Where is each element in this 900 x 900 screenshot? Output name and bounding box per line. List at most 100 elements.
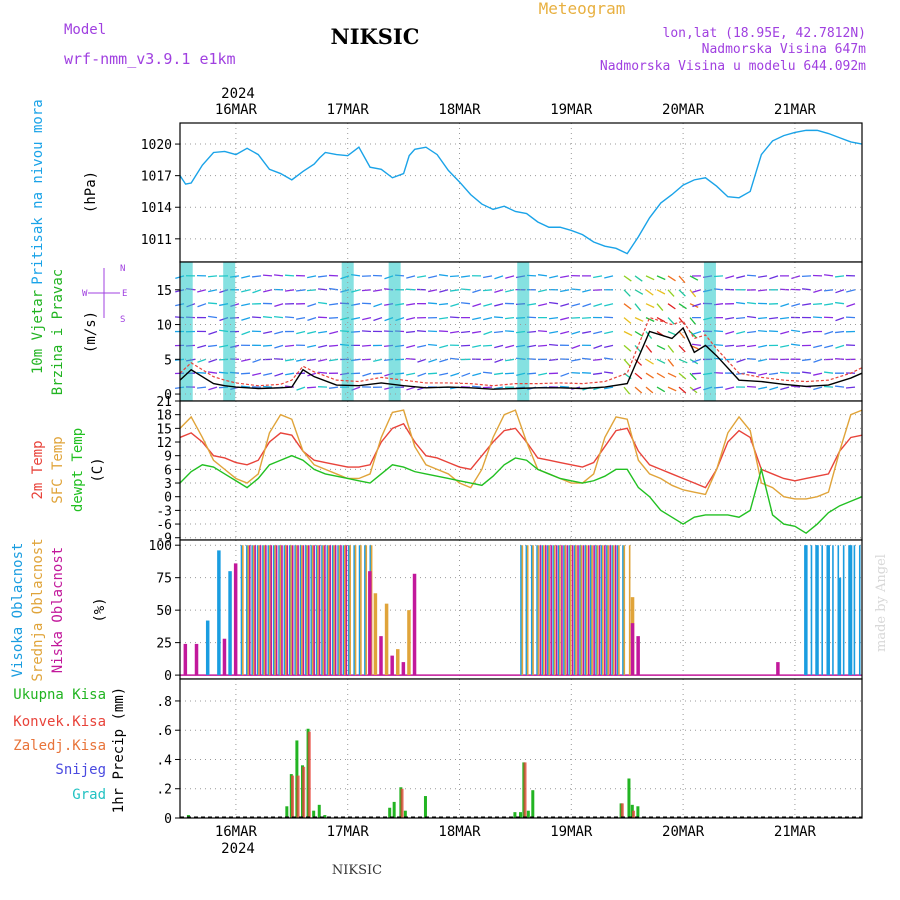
wind-arrow [482, 386, 493, 389]
wind-arrow [623, 386, 631, 395]
wind-arrow [725, 386, 735, 390]
wind-arrow [483, 330, 493, 336]
wind-arrow [361, 289, 372, 292]
wind-arrow [207, 302, 218, 305]
wind-arrow [779, 371, 790, 374]
meteogram-title: Meteogram [539, 0, 626, 18]
wind-arrow [296, 358, 306, 362]
wind-arrow [835, 289, 845, 294]
compass-west: W [82, 289, 88, 299]
wind-calm-band [341, 262, 354, 401]
wind-arrow [623, 275, 632, 282]
wind-arrow [262, 385, 273, 388]
temp-ylabel-2m: 2m Temp [30, 440, 46, 499]
wind-arrow [307, 275, 317, 279]
wind-arrow [505, 344, 515, 349]
wind-arrow [790, 385, 801, 388]
wind-arrow [207, 371, 218, 374]
wind-arrow [823, 289, 834, 292]
wind-arrow [691, 343, 702, 347]
wind-arrow [678, 358, 688, 364]
wind-arrow [296, 316, 306, 320]
wind-arrow [307, 303, 317, 308]
wind-arrow [241, 358, 251, 362]
wind-arrow [548, 301, 559, 305]
wind-arrow [780, 344, 790, 348]
wind-arrow [667, 303, 676, 310]
wind-arrow [791, 303, 801, 307]
wind-arrow [417, 275, 427, 279]
wind-arrow [645, 372, 654, 379]
wind-arrow [834, 301, 845, 305]
y-tick-label: 50 [156, 604, 172, 619]
wind-arrow [207, 344, 218, 348]
wind-arrow [483, 275, 493, 279]
wind-arrow [196, 371, 207, 374]
wind-arrow [406, 303, 416, 306]
model-name: wrf-nmm_v3.9.1 e1km [64, 50, 236, 68]
wind-arrow [758, 344, 768, 348]
precip-bar [317, 804, 321, 818]
wind-arrow [504, 316, 515, 320]
wind-arrow [560, 330, 570, 335]
wind-arrow [241, 330, 251, 336]
date-tick-label: 16MAR [215, 102, 258, 118]
wind-arrow [678, 386, 687, 394]
wind-arrow [252, 358, 262, 363]
y-tick-label: .2 [156, 783, 172, 798]
series-line [179, 422, 863, 489]
wind-arrow [560, 316, 570, 321]
wind-arrow [634, 317, 644, 322]
wind-arrow [725, 316, 735, 320]
wind-arrow [790, 329, 801, 333]
wind-arrow [274, 344, 284, 349]
wind-arrow [582, 289, 592, 293]
wind-arrow [285, 372, 295, 376]
wind-arrow [790, 343, 801, 347]
date-axis-top: 16MAR 17MAR 18MAR 19MAR 20MAR 21MAR [215, 102, 817, 118]
wind-arrow [746, 315, 757, 319]
wind-arrow [758, 372, 768, 376]
wind-arrow [196, 386, 207, 389]
wind-arrow [241, 303, 251, 307]
wind-arrow [251, 275, 262, 278]
precip-bar [312, 810, 316, 818]
wind-arrow [538, 303, 548, 307]
wind-arrow [362, 316, 372, 321]
wind-arrow [461, 372, 471, 377]
series-line [179, 129, 863, 255]
y-tick-label: -9 [156, 532, 172, 547]
wind-arrow [769, 275, 779, 280]
wind-arrow [746, 371, 757, 374]
wind-arrow [207, 275, 218, 278]
wind-arrow [482, 371, 493, 374]
wind-arrow [427, 302, 438, 305]
wind-arrow [604, 344, 614, 348]
wind-arrow [746, 330, 757, 334]
wind-arrow [427, 372, 438, 375]
y-tick-label: 15 [156, 284, 172, 299]
wind-arrow [449, 316, 460, 319]
wind-arrow [559, 385, 570, 388]
wind-arrow [678, 331, 686, 339]
wind-arrow [801, 358, 812, 362]
wind-arrow [593, 344, 603, 349]
y-tick-label: 9 [164, 450, 172, 465]
wind-arrow [284, 316, 295, 319]
wind-arrow [504, 330, 515, 333]
footer-station: NIKSIC [332, 863, 382, 878]
y-tick-label: 6 [164, 463, 172, 478]
wind-arrow [801, 288, 812, 291]
y-tick-label: 1017 [141, 170, 172, 185]
wind-arrow [656, 275, 666, 281]
model-elevation-text: Nadmorska Visina u modelu 644.092m [600, 59, 866, 74]
wind-arrow [317, 371, 328, 374]
wind-arrow [678, 303, 687, 310]
wind-arrow [505, 275, 515, 279]
cloud-bar [373, 593, 378, 676]
wind-arrow [560, 303, 570, 307]
wind-arrow [537, 330, 548, 333]
wind-arrow [634, 289, 644, 295]
precip-bar [403, 810, 407, 818]
wind-arrow [417, 358, 427, 363]
